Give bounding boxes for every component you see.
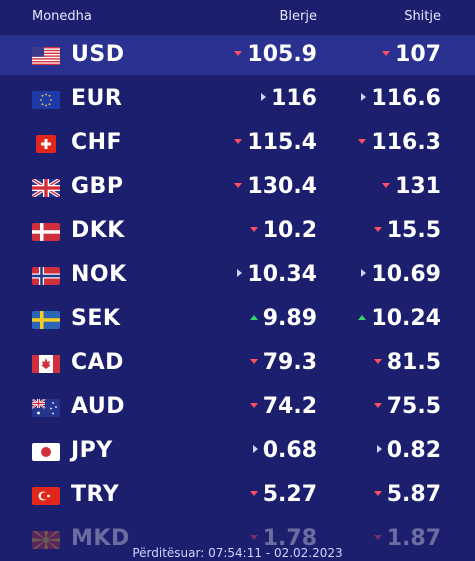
sell-value: 116.6: [361, 86, 441, 111]
buy-value: 74.2: [249, 394, 317, 419]
swiss-flag-icon: [36, 135, 56, 153]
canada-flag-icon: [32, 355, 60, 373]
sell-value: 10.69: [361, 262, 441, 287]
currency-code: CHF: [71, 130, 123, 155]
currency-code: MKD: [71, 526, 130, 551]
buy-value: 116: [261, 86, 317, 111]
right-arrow-icon: [361, 93, 367, 101]
denmark-flag-icon: [32, 223, 60, 241]
buy-value: 0.68: [252, 438, 317, 463]
currency-code: JPY: [71, 438, 113, 463]
currency-code: GBP: [71, 174, 124, 199]
uk-flag-icon: [32, 179, 60, 197]
up-arrow-icon: [249, 314, 258, 320]
right-arrow-icon: [237, 269, 243, 277]
sell-value: 75.5: [373, 394, 441, 419]
table-row-aud[interactable]: AUD 74.2 75.5: [0, 387, 475, 427]
table-row-mkd[interactable]: MKD 1.78 1.87: [0, 519, 475, 559]
sell-value: 10.24: [358, 306, 441, 331]
currency-code: TRY: [71, 482, 120, 507]
turkey-flag-icon: [32, 487, 60, 505]
currency-code: NOK: [71, 262, 127, 287]
table-row-eur[interactable]: EUR 116 116.6: [0, 79, 475, 119]
down-arrow-icon: [249, 226, 258, 232]
buy-value: 10.2: [249, 218, 317, 243]
down-arrow-icon: [234, 50, 243, 56]
down-arrow-icon: [382, 50, 391, 56]
currency-code: USD: [71, 42, 125, 67]
currency-code: EUR: [71, 86, 123, 111]
down-arrow-icon: [373, 490, 382, 496]
down-arrow-icon: [249, 402, 258, 408]
us-flag-icon: [32, 47, 60, 65]
sell-value: 5.87: [373, 482, 441, 507]
australia-flag-icon: [32, 399, 60, 417]
last-updated-text: Përditësuar: 07:54:11 - 02.02.2023: [132, 546, 343, 560]
column-header-buy: Blerje: [279, 9, 317, 24]
sell-value: 0.82: [376, 438, 441, 463]
buy-value: 5.27: [249, 482, 317, 507]
currency-code: SEK: [71, 306, 121, 331]
buy-value: 10.34: [237, 262, 317, 287]
down-arrow-icon: [358, 138, 367, 144]
down-arrow-icon: [373, 358, 382, 364]
currency-code: DKK: [71, 218, 125, 243]
down-arrow-icon: [234, 138, 243, 144]
buy-value: 79.3: [249, 350, 317, 375]
down-arrow-icon: [373, 534, 382, 540]
table-header: Monedha Blerje Shitje: [0, 0, 475, 34]
sell-value: 107: [382, 42, 441, 67]
buy-value: 9.89: [249, 306, 317, 331]
down-arrow-icon: [373, 402, 382, 408]
macedonia-flag-icon: [32, 531, 60, 549]
sweden-flag-icon: [32, 311, 60, 329]
eu-flag-icon: [32, 91, 60, 109]
sell-value: 116.3: [358, 130, 441, 155]
table-row-gbp[interactable]: GBP 130.4 131: [0, 167, 475, 207]
down-arrow-icon: [382, 182, 391, 188]
right-arrow-icon: [361, 269, 367, 277]
currency-code: CAD: [71, 350, 124, 375]
table-row-chf[interactable]: CHF 115.4 116.3: [0, 123, 475, 163]
table-row-cad[interactable]: CAD 79.3 81.5: [0, 343, 475, 383]
table-row-jpy[interactable]: JPY 0.68 0.82: [0, 431, 475, 471]
table-row-nok[interactable]: NOK 10.34 10.69: [0, 255, 475, 295]
buy-value: 115.4: [234, 130, 317, 155]
right-arrow-icon: [261, 93, 267, 101]
buy-value: 1.78: [249, 526, 317, 551]
norway-flag-icon: [32, 267, 60, 285]
table-row-try[interactable]: TRY 5.27 5.87: [0, 475, 475, 515]
table-row-usd[interactable]: USD 105.9 107: [0, 35, 475, 75]
japan-flag-icon: [32, 443, 60, 461]
down-arrow-icon: [249, 358, 258, 364]
down-arrow-icon: [373, 226, 382, 232]
down-arrow-icon: [249, 534, 258, 540]
sell-value: 131: [382, 174, 441, 199]
sell-value: 1.87: [373, 526, 441, 551]
currency-code: AUD: [71, 394, 125, 419]
down-arrow-icon: [234, 182, 243, 188]
up-arrow-icon: [358, 314, 367, 320]
right-arrow-icon: [252, 445, 258, 453]
table-row-dkk[interactable]: DKK 10.2 15.5: [0, 211, 475, 251]
down-arrow-icon: [249, 490, 258, 496]
buy-value: 130.4: [234, 174, 317, 199]
sell-value: 15.5: [373, 218, 441, 243]
sell-value: 81.5: [373, 350, 441, 375]
right-arrow-icon: [376, 445, 382, 453]
buy-value: 105.9: [234, 42, 317, 67]
table-row-sek[interactable]: SEK 9.89 10.24: [0, 299, 475, 339]
column-header-sell: Shitje: [404, 9, 441, 24]
column-header-currency: Monedha: [32, 9, 92, 24]
